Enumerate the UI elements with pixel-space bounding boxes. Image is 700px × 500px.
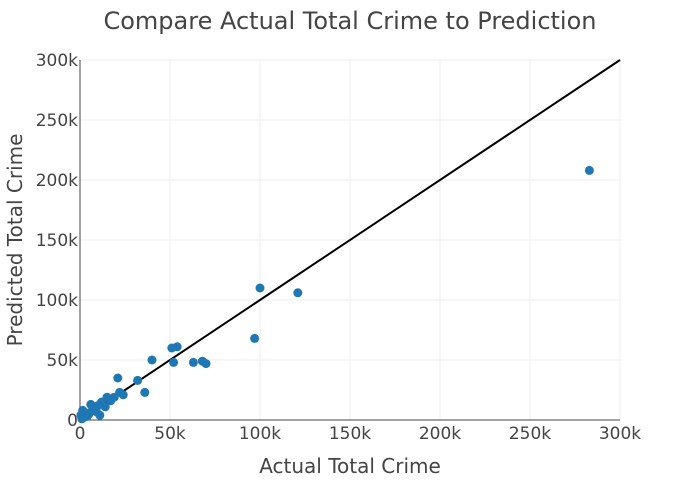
y-axis-ticks: 0 50k 100k 150k 200k 250k 300k <box>36 51 78 431</box>
data-point <box>169 357 179 367</box>
y-axis-title: Predicted Total Crime <box>3 134 27 347</box>
x-tick-label: 0 <box>75 424 86 444</box>
data-point <box>147 355 157 365</box>
y-tick-label: 0 <box>67 411 78 431</box>
x-axis-ticks: 0 50k 100k 150k 200k 250k 300k <box>75 424 642 444</box>
data-point <box>86 399 96 409</box>
x-tick-label: 50k <box>154 424 186 444</box>
y-tick-label: 50k <box>47 351 79 371</box>
data-point <box>584 165 594 175</box>
data-point <box>255 283 265 293</box>
x-tick-label: 150k <box>329 424 371 444</box>
data-point <box>167 343 177 353</box>
data-point <box>113 373 123 383</box>
x-axis-title: Actual Total Crime <box>259 454 441 478</box>
y-tick-label: 250k <box>36 111 78 131</box>
data-point <box>188 357 198 367</box>
y-tick-label: 150k <box>36 231 78 251</box>
y-tick-label: 100k <box>36 291 78 311</box>
x-tick-label: 300k <box>599 424 641 444</box>
x-tick-label: 200k <box>419 424 461 444</box>
data-points <box>76 165 594 424</box>
data-point <box>293 288 303 298</box>
y-tick-label: 200k <box>36 171 78 191</box>
x-tick-label: 250k <box>509 424 551 444</box>
x-tick-label: 100k <box>239 424 281 444</box>
data-point <box>140 387 150 397</box>
data-point <box>76 410 86 420</box>
data-point <box>250 333 260 343</box>
y-tick-label: 300k <box>36 51 78 71</box>
data-point <box>133 375 143 385</box>
chart-title: Compare Actual Total Crime to Prediction <box>103 7 596 35</box>
data-point <box>197 356 207 366</box>
